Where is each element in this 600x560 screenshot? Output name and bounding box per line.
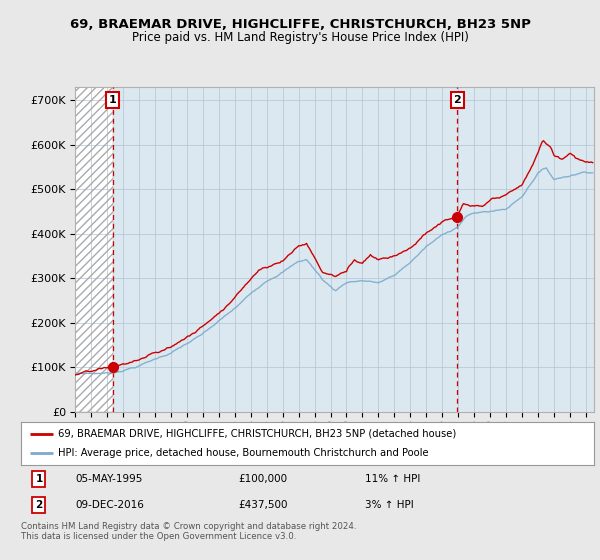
Text: 69, BRAEMAR DRIVE, HIGHCLIFFE, CHRISTCHURCH, BH23 5NP: 69, BRAEMAR DRIVE, HIGHCLIFFE, CHRISTCHU… [70, 18, 530, 31]
Text: 3% ↑ HPI: 3% ↑ HPI [365, 501, 413, 510]
Text: 09-DEC-2016: 09-DEC-2016 [76, 501, 145, 510]
Text: 69, BRAEMAR DRIVE, HIGHCLIFFE, CHRISTCHURCH, BH23 5NP (detached house): 69, BRAEMAR DRIVE, HIGHCLIFFE, CHRISTCHU… [58, 429, 457, 438]
Text: Price paid vs. HM Land Registry's House Price Index (HPI): Price paid vs. HM Land Registry's House … [131, 31, 469, 44]
Bar [75, 87, 113, 412]
Text: 1: 1 [35, 474, 43, 484]
Text: HPI: Average price, detached house, Bournemouth Christchurch and Poole: HPI: Average price, detached house, Bour… [58, 449, 429, 458]
Text: 2: 2 [454, 95, 461, 105]
Text: 05-MAY-1995: 05-MAY-1995 [76, 474, 143, 484]
Text: Contains HM Land Registry data © Crown copyright and database right 2024.
This d: Contains HM Land Registry data © Crown c… [21, 522, 356, 542]
Text: £437,500: £437,500 [239, 501, 288, 510]
Text: 2: 2 [35, 501, 43, 510]
Text: £100,000: £100,000 [239, 474, 288, 484]
Text: 11% ↑ HPI: 11% ↑ HPI [365, 474, 420, 484]
Text: 1: 1 [109, 95, 116, 105]
Bar [75, 87, 113, 412]
